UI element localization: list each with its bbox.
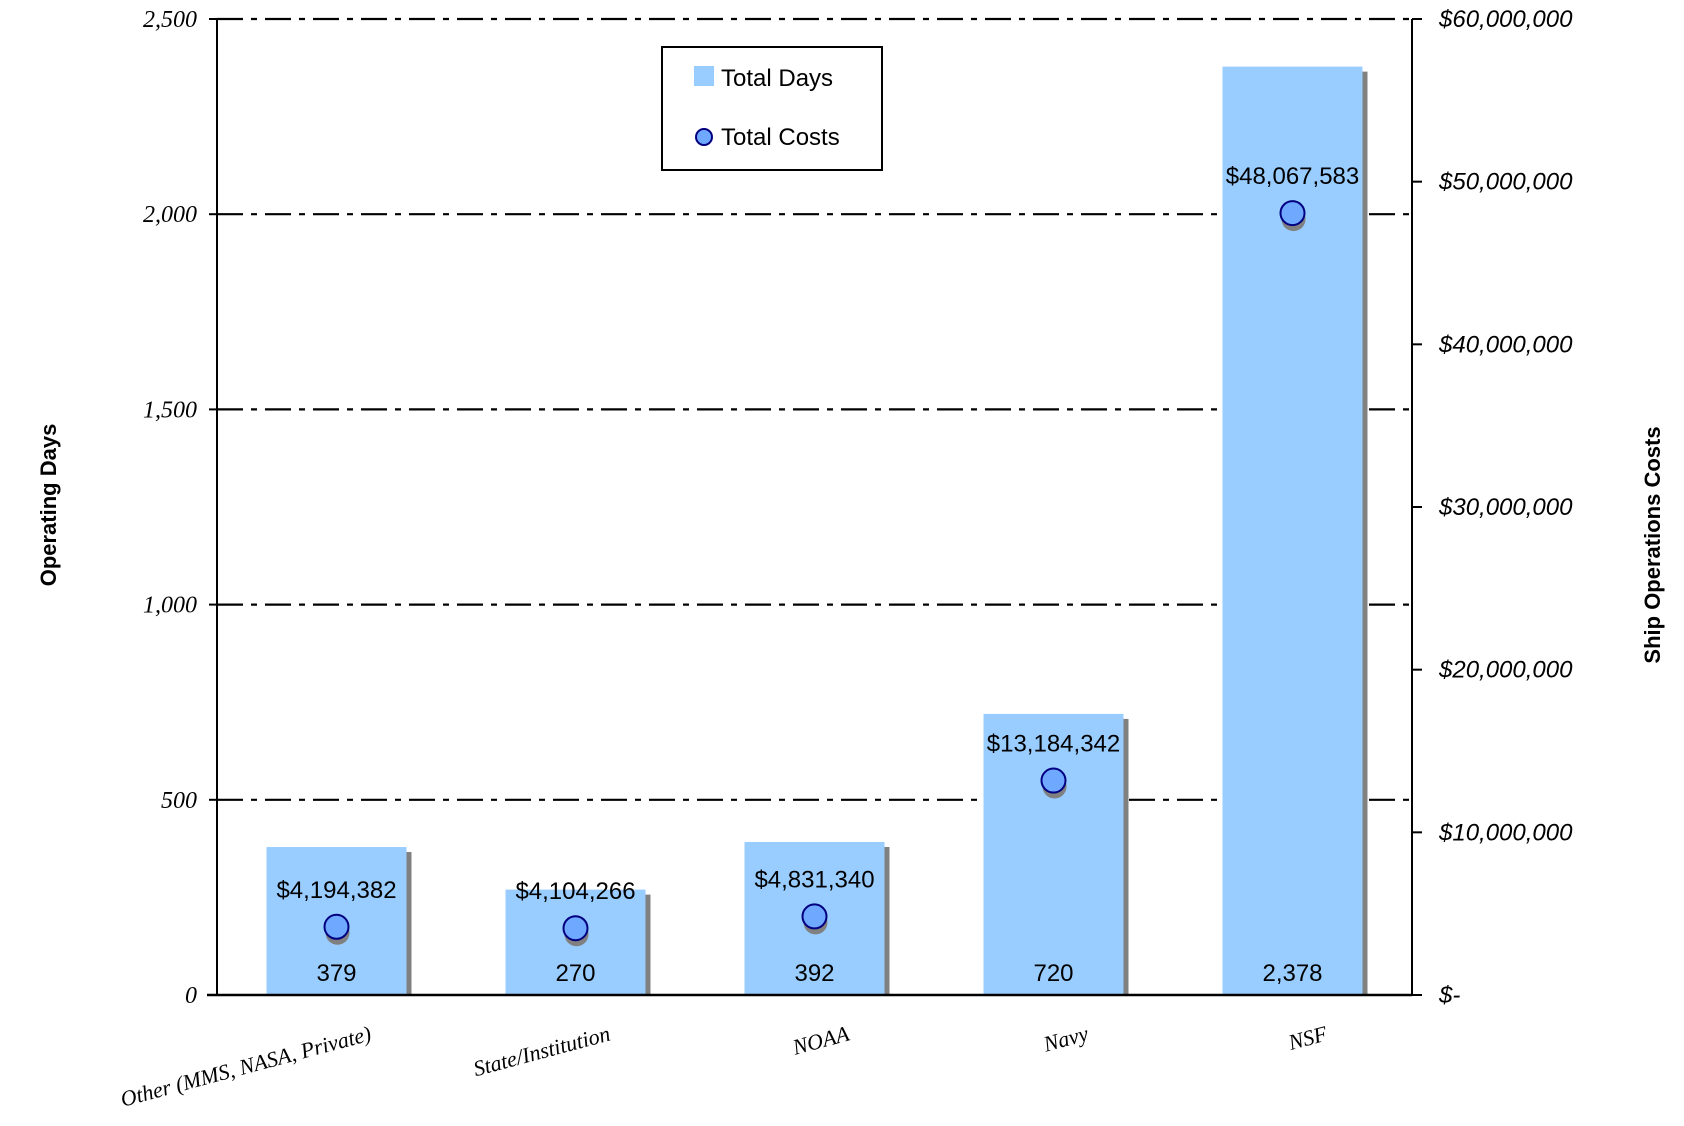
bar-value-label: 392 [794, 960, 834, 987]
y-tick-label: 500 [161, 788, 197, 814]
legend-swatch-total-days [694, 66, 714, 86]
y2-tick-label: $10,000,000 [1438, 819, 1573, 846]
y-tick-label: 2,500 [143, 7, 197, 33]
cost-marker [801, 903, 828, 930]
y2-tick-label: $60,000,000 [1438, 6, 1573, 33]
y-axis-title: Operating Days [36, 424, 61, 587]
gridlines [217, 17, 1412, 801]
cost-marker [562, 915, 589, 942]
cost-marker [1040, 767, 1067, 794]
cost-value-label: $4,194,382 [276, 877, 396, 904]
y2-axis-title: Ship Operations Costs [1640, 426, 1665, 663]
cost-markers [323, 200, 1306, 947]
y-tick-label: 2,000 [143, 202, 197, 228]
y-tick-label: 0 [185, 983, 197, 1009]
bar [983, 713, 1124, 995]
bar-value-label: 270 [555, 960, 595, 987]
x-tick-label: Other (MMS, NASA, Private) [118, 1021, 374, 1112]
y2-tick-label: $30,000,000 [1438, 494, 1573, 521]
bar-value-label: 2,378 [1262, 960, 1322, 987]
bar-value-label: 720 [1033, 960, 1073, 987]
cost-marker [1279, 200, 1306, 227]
y2-tick-label: $20,000,000 [1438, 657, 1573, 684]
cost-value-label: $4,104,266 [515, 878, 635, 905]
y-tick-label: 1,500 [143, 397, 197, 423]
legend-label-total-days: Total Days [721, 65, 833, 92]
data-labels: 379 270 392 720 2,378 $4,194,382 $4,104,266 $4,… [276, 163, 1359, 987]
cost-value-label: $13,184,342 [987, 731, 1120, 758]
legend-marker-total-costs [695, 128, 713, 146]
x-tick-label: NOAA [789, 1021, 852, 1060]
x-tick-label: Navy [1040, 1021, 1091, 1057]
x-tick-label: State/Institution [471, 1021, 613, 1082]
legend-label-total-costs: Total Costs [721, 124, 840, 151]
y-tick-label: 1,000 [143, 593, 197, 619]
cost-marker [323, 913, 350, 940]
cost-value-label: $48,067,583 [1226, 163, 1359, 190]
bars [266, 66, 1368, 996]
legend: Total Days Total Costs [661, 46, 883, 171]
y2-tick-label: $- [1438, 982, 1460, 1009]
y2-tick-label: $50,000,000 [1438, 169, 1573, 196]
bar-value-label: 379 [316, 960, 356, 987]
y2-tick-label: $40,000,000 [1438, 331, 1573, 358]
cost-value-label: $4,831,340 [754, 866, 874, 893]
x-tick-label: NSF [1285, 1021, 1331, 1056]
